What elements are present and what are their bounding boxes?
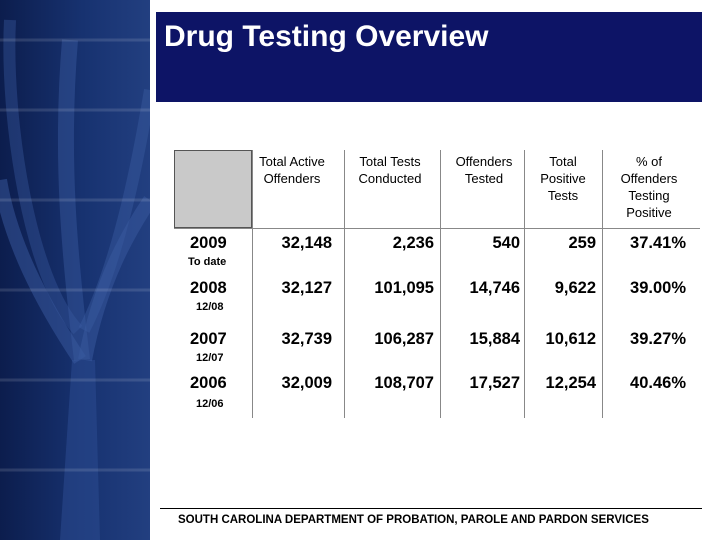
- cell-total-tests: 101,095: [374, 279, 434, 297]
- row-year: 2008: [190, 279, 227, 297]
- cell-percent-positive: 39.00%: [630, 279, 686, 297]
- cell-total-tests: 2,236: [392, 234, 434, 252]
- header-total-tests-conducted: Total Tests Conducted: [358, 154, 422, 186]
- cell-offenders-tested: 15,884: [469, 330, 520, 348]
- column-divider: [252, 150, 253, 418]
- cell-total-tests: 108,707: [374, 374, 434, 392]
- title-bar: Drug Testing Overview: [156, 12, 702, 102]
- cell-percent-positive: 40.46%: [630, 374, 686, 392]
- cell-percent-positive: 39.27%: [630, 330, 686, 348]
- column-divider: [440, 150, 441, 418]
- header-percent-positive: % of Offenders Testing Positive: [620, 154, 678, 220]
- row-sub-label: 12/06: [196, 398, 224, 410]
- footer-divider: [160, 508, 702, 509]
- cell-positive-tests: 259: [568, 234, 596, 252]
- cell-total-active: 32,739: [281, 330, 332, 348]
- cell-total-active: 32,148: [281, 234, 332, 252]
- row-year: 2006: [190, 374, 227, 392]
- cell-offenders-tested: 17,527: [469, 374, 520, 392]
- row-year: 2009: [190, 234, 227, 252]
- column-divider: [344, 150, 345, 418]
- header-offenders-tested: Offenders Tested: [455, 154, 513, 186]
- palmetto-tree-icon: [0, 19, 150, 540]
- cell-total-tests: 106,287: [374, 330, 434, 348]
- header-total-active-offenders: Total Active Offenders: [259, 154, 325, 186]
- cell-offenders-tested: 540: [492, 234, 520, 252]
- cell-positive-tests: 9,622: [554, 279, 596, 297]
- footer-agency-name: SOUTH CAROLINA DEPARTMENT OF PROBATION, …: [178, 514, 649, 526]
- cell-total-active: 32,127: [281, 279, 332, 297]
- header-total-positive-tests: Total Positive Tests: [540, 154, 586, 203]
- cell-total-active: 32,009: [281, 374, 332, 392]
- header-empty-cell: [174, 150, 252, 228]
- header-divider: [174, 228, 700, 229]
- page-title: Drug Testing Overview: [164, 20, 489, 53]
- cell-positive-tests: 12,254: [545, 374, 596, 392]
- cell-positive-tests: 10,612: [545, 330, 596, 348]
- row-sub-label: 12/08: [196, 301, 224, 313]
- column-divider: [602, 150, 603, 418]
- drug-testing-table: Total Active Offenders Total Tests Condu…: [174, 150, 700, 420]
- cell-offenders-tested: 14,746: [469, 279, 520, 297]
- decorative-sidebar: [0, 0, 150, 540]
- row-year: 2007: [190, 330, 227, 348]
- cell-percent-positive: 37.41%: [630, 234, 686, 252]
- column-divider: [524, 150, 525, 418]
- row-sub-label: 12/07: [196, 352, 224, 364]
- row-sub-label: To date: [188, 256, 227, 268]
